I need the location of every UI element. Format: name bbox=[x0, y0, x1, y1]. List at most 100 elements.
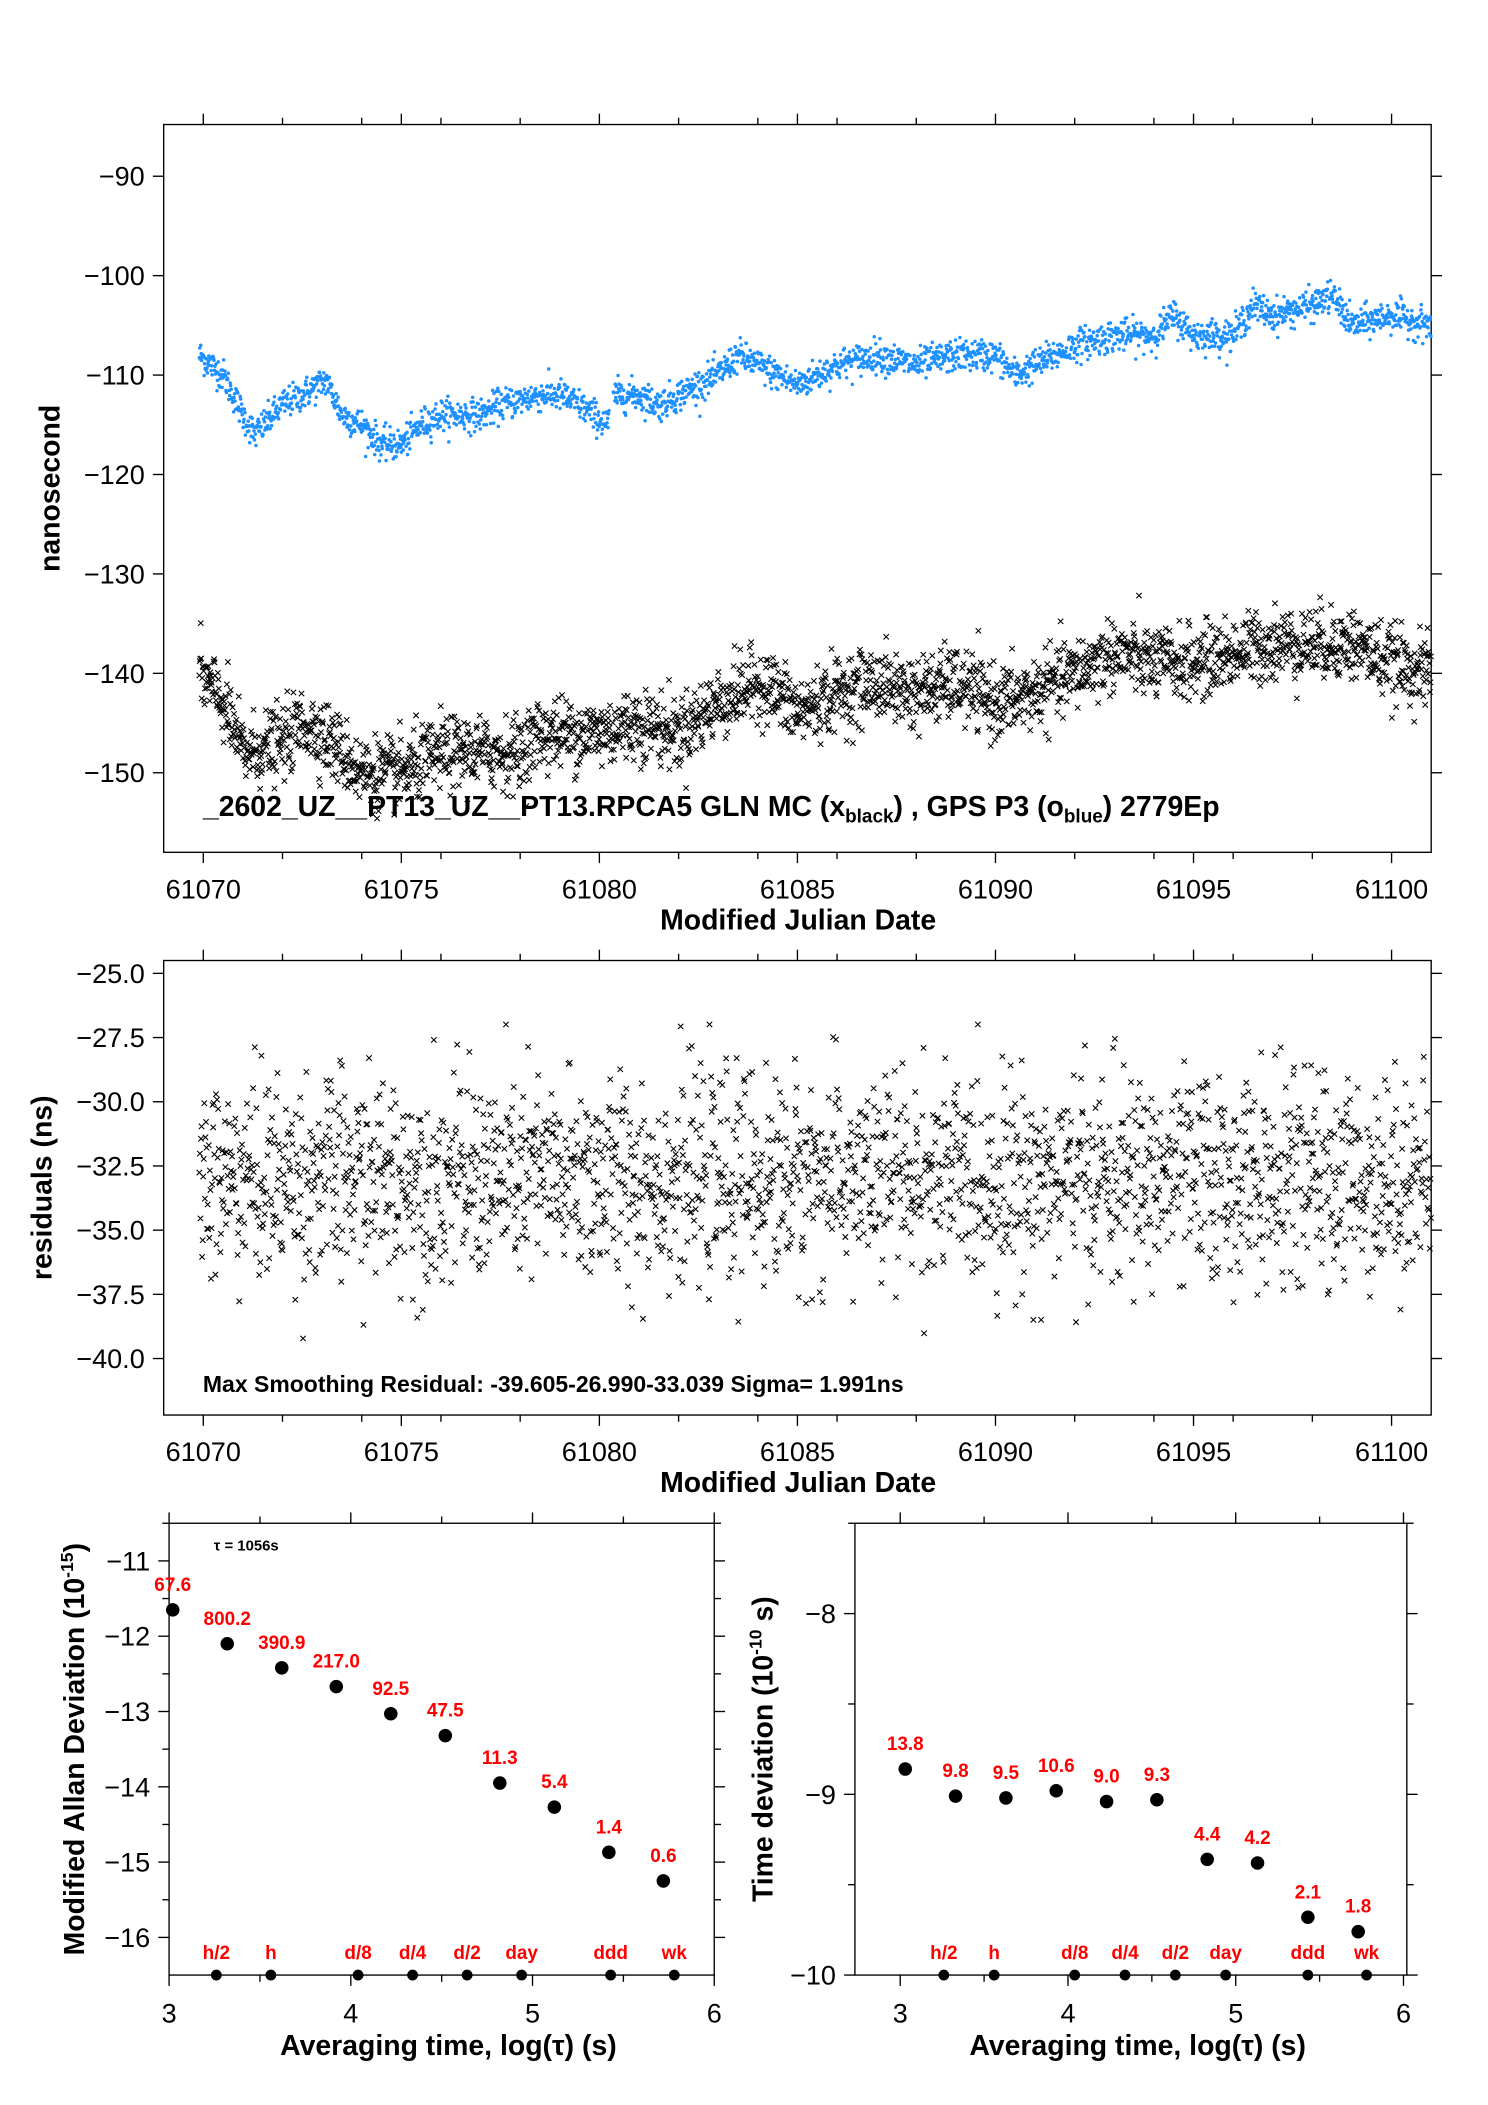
data-point-blue bbox=[288, 412, 293, 417]
data-point-x bbox=[746, 644, 753, 651]
data-point-blue bbox=[577, 387, 581, 392]
data-point-blue bbox=[1022, 370, 1027, 375]
data-point-blue bbox=[523, 396, 527, 401]
data-point-x bbox=[474, 774, 481, 781]
data-point-blue bbox=[467, 419, 472, 424]
data-point-blue bbox=[1008, 373, 1012, 378]
data-point-x bbox=[951, 663, 959, 670]
data-point-blue bbox=[857, 349, 862, 354]
data-point-x bbox=[1110, 689, 1117, 696]
data-point-blue bbox=[334, 398, 339, 402]
data-point-blue bbox=[1292, 327, 1297, 331]
data-point-x bbox=[444, 728, 452, 735]
data-point-x bbox=[1009, 645, 1016, 652]
data-point-blue bbox=[479, 418, 483, 422]
data-point-blue bbox=[420, 415, 424, 420]
data-point-x bbox=[867, 677, 874, 684]
data-point-x bbox=[290, 689, 297, 696]
data-point-x bbox=[212, 697, 220, 704]
data-point-blue bbox=[1027, 384, 1032, 388]
data-point-x bbox=[798, 680, 805, 687]
data-point-blue bbox=[1081, 338, 1085, 342]
data-point-x bbox=[585, 706, 592, 714]
data-point-x bbox=[422, 757, 429, 764]
data-point-blue bbox=[1105, 350, 1110, 354]
data-point-x bbox=[804, 681, 811, 688]
data-point-x bbox=[855, 666, 862, 673]
data-point-x bbox=[654, 713, 662, 720]
data-point-blue bbox=[301, 397, 305, 402]
data-point-blue bbox=[330, 400, 335, 405]
data-point-blue bbox=[305, 375, 309, 379]
data-point-x bbox=[1137, 665, 1144, 673]
data-point-x bbox=[915, 688, 922, 696]
data-point-blue bbox=[479, 397, 483, 401]
data-point-blue bbox=[776, 387, 780, 392]
data-point-x bbox=[265, 751, 272, 758]
data-point-x bbox=[748, 639, 755, 646]
data-point-blue bbox=[843, 368, 848, 373]
data-point-blue bbox=[1291, 319, 1295, 324]
data-point-x bbox=[1259, 626, 1266, 633]
data-point-blue bbox=[289, 401, 294, 405]
data-point-blue bbox=[819, 381, 824, 385]
data-point-blue bbox=[1426, 325, 1430, 330]
data-point-blue bbox=[1085, 340, 1089, 344]
data-point-x bbox=[307, 750, 315, 757]
data-point-x bbox=[1135, 592, 1143, 599]
data-point-x bbox=[429, 731, 436, 738]
data-point-blue bbox=[370, 441, 374, 445]
data-point-blue bbox=[979, 338, 984, 342]
data-point-blue bbox=[267, 410, 272, 415]
data-point-blue bbox=[1308, 306, 1312, 311]
data-point-blue bbox=[448, 401, 452, 405]
data-point-x bbox=[1111, 625, 1118, 632]
data-point-blue bbox=[541, 389, 545, 393]
data-point-blue bbox=[1154, 356, 1158, 360]
data-point-x bbox=[396, 718, 403, 725]
data-point-blue bbox=[1217, 328, 1221, 332]
data-point-x bbox=[817, 695, 825, 702]
data-point-blue bbox=[1340, 297, 1344, 302]
data-point-blue bbox=[464, 406, 468, 410]
data-point-blue bbox=[825, 360, 829, 365]
data-point-blue bbox=[1301, 295, 1306, 299]
data-point-x bbox=[1306, 608, 1313, 616]
data-point-x bbox=[757, 656, 764, 663]
data-point-x bbox=[450, 783, 457, 790]
data-point-blue bbox=[1251, 306, 1256, 311]
data-point-x bbox=[824, 682, 831, 689]
data-point-blue bbox=[607, 408, 611, 413]
data-point-blue bbox=[1339, 310, 1344, 315]
data-point-blue bbox=[599, 416, 604, 421]
data-point-x bbox=[531, 748, 538, 755]
data-point-x bbox=[606, 702, 614, 709]
data-point-blue bbox=[1261, 293, 1266, 298]
data-point-blue bbox=[552, 386, 557, 391]
data-point-blue bbox=[354, 419, 359, 423]
data-point-blue bbox=[477, 414, 481, 418]
data-point-blue bbox=[199, 358, 204, 363]
data-point-x bbox=[298, 709, 306, 716]
data-point-blue bbox=[1006, 370, 1010, 375]
data-point-x bbox=[852, 719, 859, 726]
data-point-blue bbox=[1149, 349, 1154, 354]
data-point-x bbox=[1057, 618, 1064, 625]
data-point-blue bbox=[1187, 330, 1192, 335]
data-point-blue bbox=[1289, 308, 1294, 312]
data-point-x bbox=[525, 707, 532, 714]
data-point-blue bbox=[209, 363, 214, 368]
data-point-x bbox=[397, 736, 404, 743]
data-point-blue bbox=[623, 413, 628, 417]
data-point-blue bbox=[760, 368, 765, 373]
data-point-x bbox=[1251, 634, 1259, 641]
data-point-blue bbox=[276, 417, 281, 421]
data-point-blue bbox=[499, 408, 504, 413]
data-point-blue bbox=[901, 350, 905, 354]
data-point-blue bbox=[1060, 344, 1064, 348]
data-point-blue bbox=[1239, 335, 1244, 339]
data-point-blue bbox=[742, 354, 746, 358]
data-point-blue bbox=[1314, 296, 1318, 301]
data-point-x bbox=[1271, 600, 1279, 607]
data-point-x bbox=[927, 665, 934, 672]
